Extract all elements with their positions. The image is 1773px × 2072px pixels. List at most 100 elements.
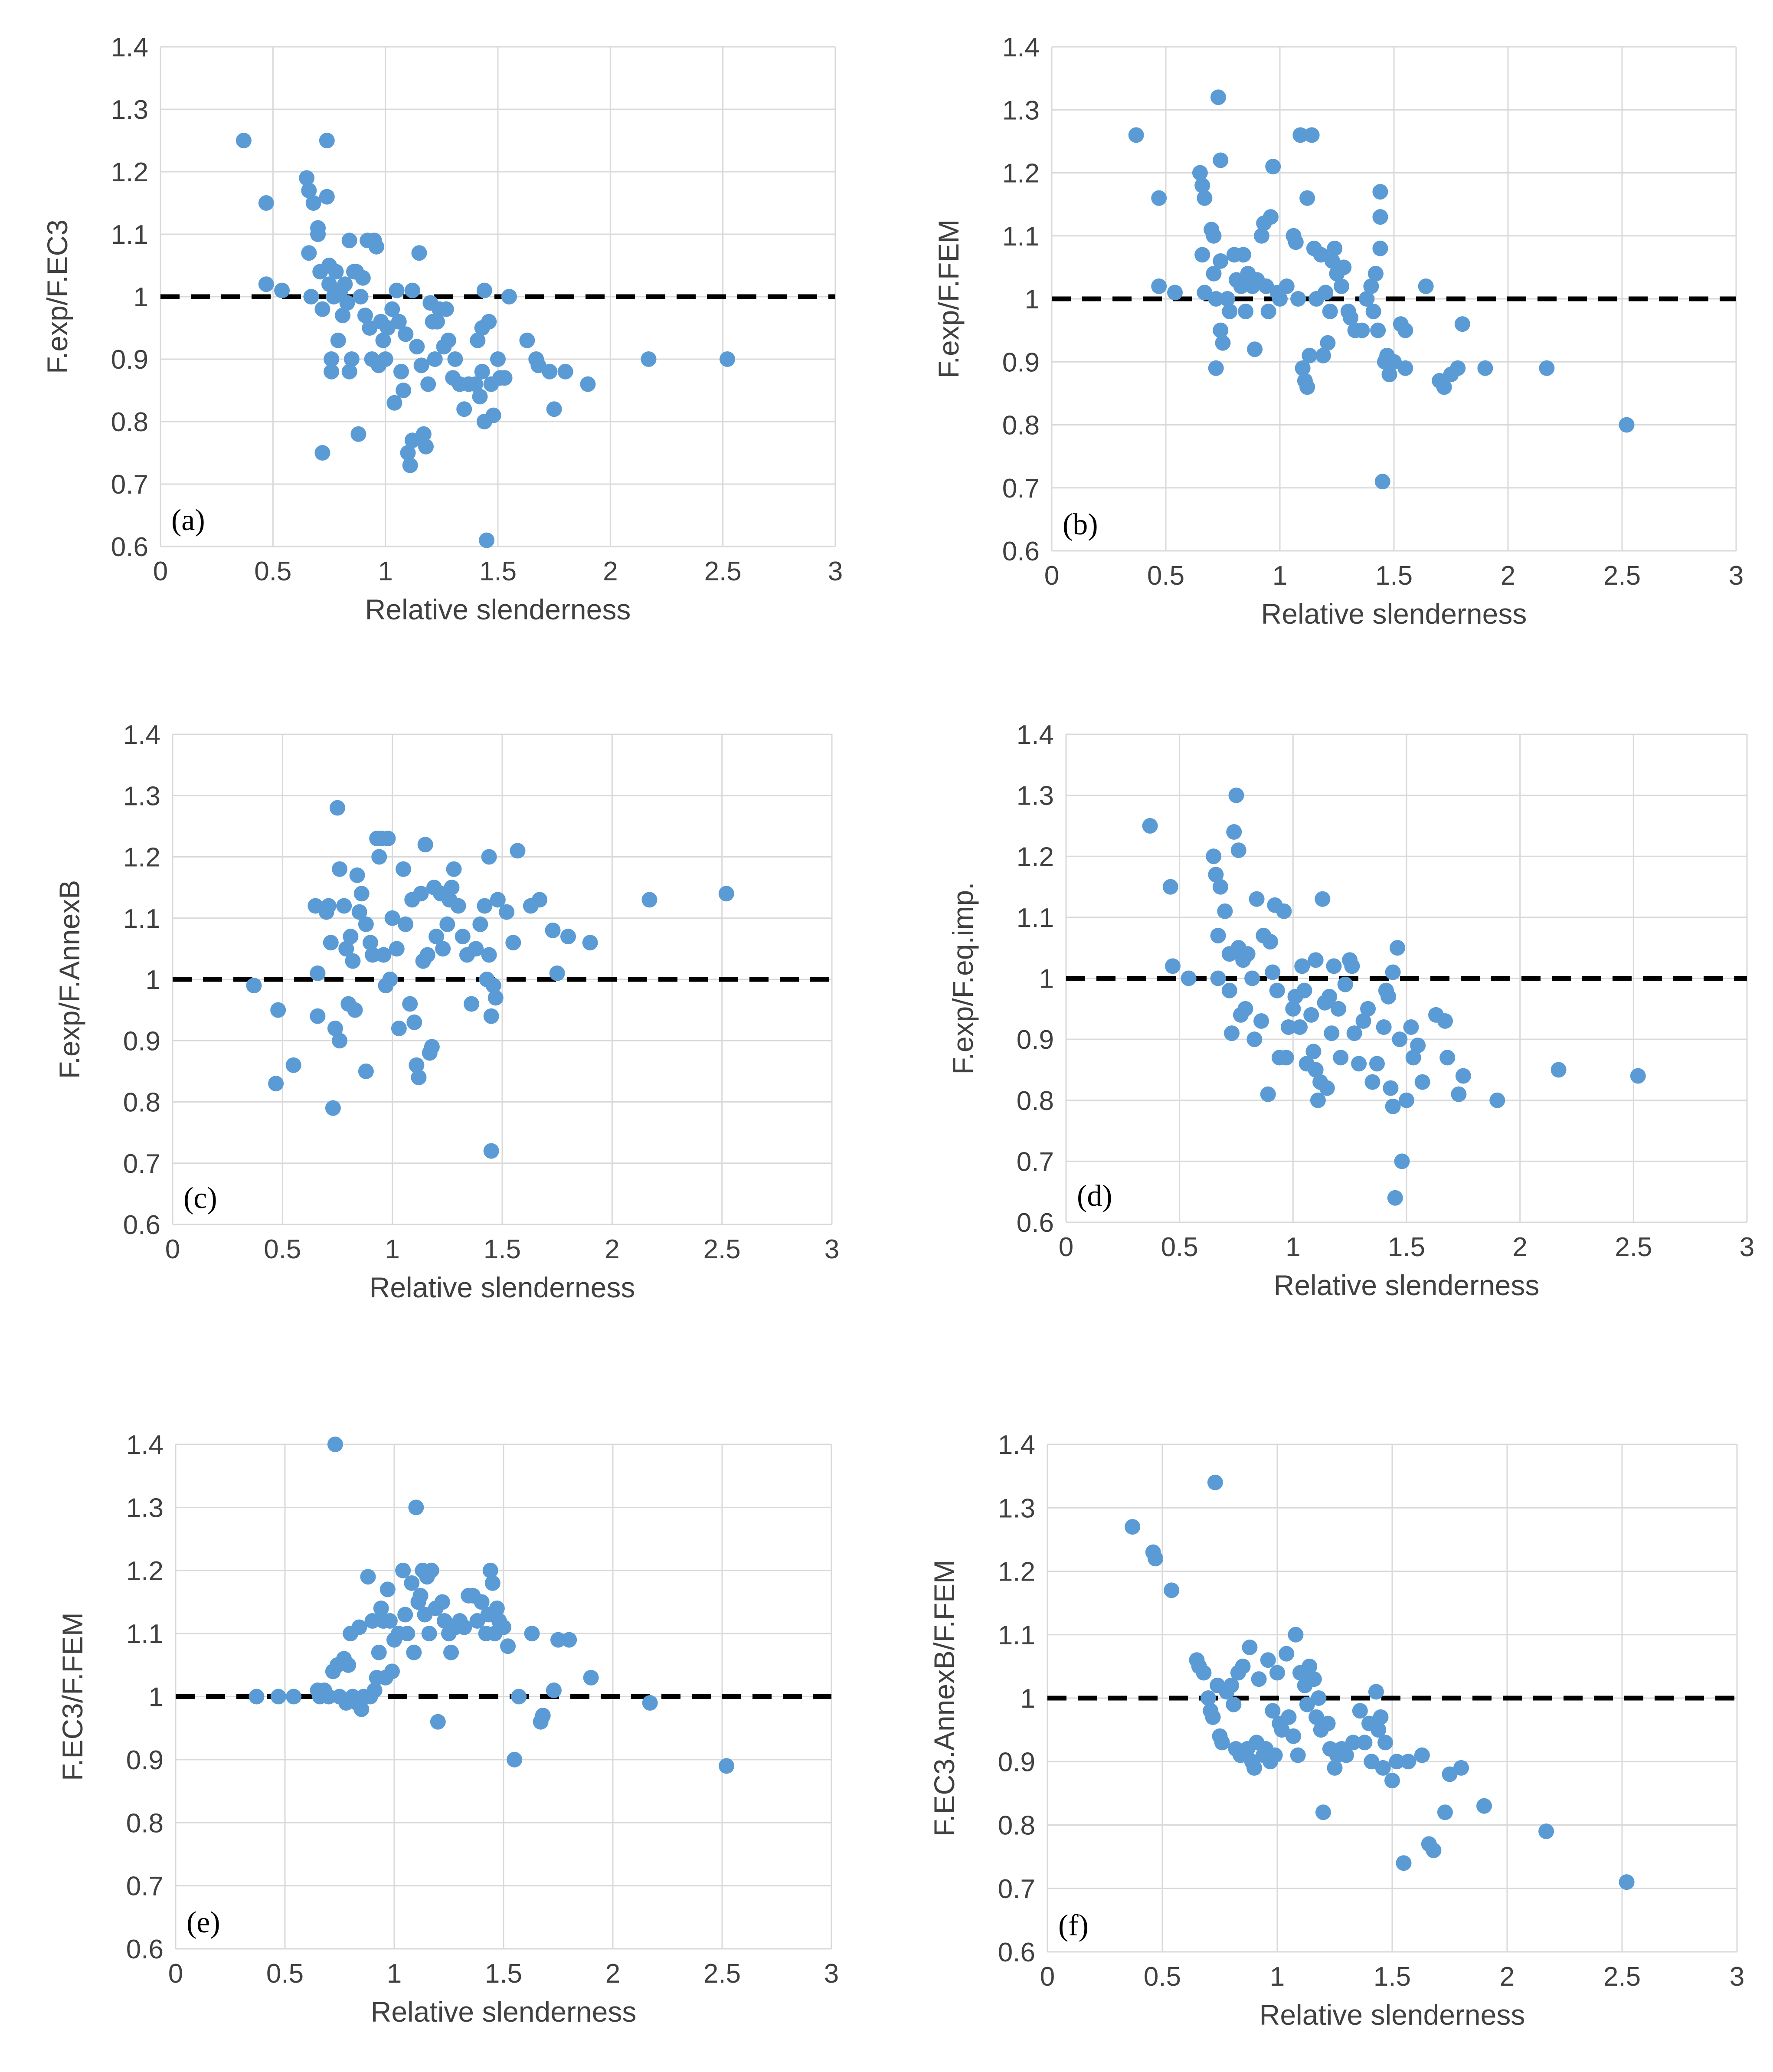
data-point [546, 1682, 562, 1698]
data-point [1344, 958, 1360, 974]
data-point [497, 370, 513, 386]
data-point [1196, 1665, 1212, 1681]
x-tick-label: 2 [1512, 1232, 1527, 1262]
data-point [1279, 1646, 1295, 1662]
data-point [474, 1594, 490, 1610]
data-point [310, 1008, 326, 1024]
data-point [351, 904, 367, 920]
data-point [1228, 787, 1244, 803]
chart-panel-c: 0 0.5 1 1.5 2 2.5 3 0.6 0.7 0.8 0.9 1 1.1 1.2 1.3 1.4 Re… [53, 720, 839, 1303]
data-point [301, 183, 317, 199]
data-point [1383, 1080, 1399, 1096]
data-point [1142, 818, 1158, 834]
data-point [1267, 1747, 1283, 1763]
data-point [391, 1021, 407, 1036]
y-tick-label: 0.6 [111, 532, 148, 562]
data-point [286, 1689, 302, 1705]
data-point [357, 308, 373, 324]
x-tick-label: 3 [1740, 1232, 1754, 1262]
data-point [1253, 1013, 1269, 1029]
y-tick-label: 0.9 [998, 1747, 1035, 1777]
data-point [1364, 1754, 1380, 1770]
data-point [1260, 1086, 1276, 1102]
data-point [1343, 310, 1359, 326]
data-point [1165, 958, 1181, 974]
x-tick-label: 3 [824, 1959, 839, 1989]
data-point [321, 1689, 337, 1705]
x-tick-label: 2.5 [1615, 1232, 1652, 1262]
data-point [481, 947, 497, 963]
y-tick-label: 0.7 [123, 1149, 160, 1179]
data-point [1437, 1804, 1453, 1820]
y-tick-label: 1.2 [998, 1557, 1035, 1587]
data-point [1288, 234, 1304, 250]
data-point [1377, 1735, 1394, 1751]
data-point [641, 351, 657, 367]
data-point [347, 1002, 363, 1018]
data-point [330, 800, 345, 816]
x-tick-label: 0 [1044, 561, 1059, 591]
data-point [1167, 285, 1183, 301]
data-point [325, 1100, 341, 1116]
data-point [1387, 1190, 1403, 1206]
data-point [1371, 1722, 1387, 1738]
x-tick-label: 0.5 [1144, 1962, 1181, 1992]
data-point [314, 301, 330, 317]
y-tick-label: 1.1 [1002, 222, 1040, 252]
y-tick-label: 1.1 [123, 904, 160, 934]
x-tick-label: 2 [605, 1234, 619, 1264]
data-point [389, 282, 405, 298]
data-point [1334, 278, 1350, 294]
data-point [384, 301, 400, 317]
data-point [482, 1562, 498, 1578]
data-point [1249, 891, 1265, 907]
data-point [270, 1689, 286, 1705]
x-tick-label: 0 [1059, 1232, 1073, 1262]
data-point [490, 351, 506, 367]
x-tick-label: 1 [1286, 1232, 1300, 1262]
data-point [1360, 1001, 1376, 1017]
data-point [246, 978, 262, 994]
data-point [330, 332, 346, 348]
data-point [1217, 903, 1233, 919]
data-point [435, 941, 451, 957]
x-tick-label: 0.5 [1161, 1232, 1198, 1262]
data-point [364, 1613, 380, 1629]
data-point [501, 289, 517, 304]
data-point [380, 831, 396, 847]
data-point [409, 1057, 425, 1073]
data-point [1125, 1519, 1141, 1535]
data-point [524, 1626, 540, 1642]
data-point [490, 892, 506, 908]
data-point [1363, 278, 1379, 294]
x-axis-label: Relative slenderness [1274, 1269, 1540, 1301]
data-point [1260, 304, 1276, 320]
data-point [285, 1057, 301, 1073]
data-point [546, 401, 562, 417]
y-axis-label: F.exp/F.FEM [932, 219, 965, 379]
data-point [1453, 1760, 1469, 1776]
data-point [430, 1714, 446, 1730]
data-point [324, 351, 340, 367]
data-point [327, 1021, 343, 1036]
data-point [1206, 848, 1222, 864]
data-point [1235, 1658, 1251, 1674]
data-point [1164, 1582, 1180, 1598]
data-point [505, 935, 521, 951]
data-point [519, 332, 535, 348]
x-tick-label: 2 [603, 556, 618, 586]
data-point [1281, 1709, 1297, 1725]
data-point [1308, 1709, 1325, 1725]
y-tick-label: 1.4 [126, 1430, 164, 1460]
data-point [1324, 253, 1340, 269]
data-point [398, 326, 414, 342]
data-point [560, 929, 576, 945]
data-point [1244, 970, 1260, 986]
data-point [399, 1626, 415, 1642]
y-tick-label: 1.3 [1017, 781, 1054, 811]
y-axis-label: F.exp/F.AnnexB [53, 880, 85, 1079]
data-point [1292, 1019, 1308, 1035]
data-point [249, 1689, 265, 1705]
data-point [1414, 1747, 1430, 1763]
y-tick-label: 0.6 [1017, 1208, 1054, 1238]
